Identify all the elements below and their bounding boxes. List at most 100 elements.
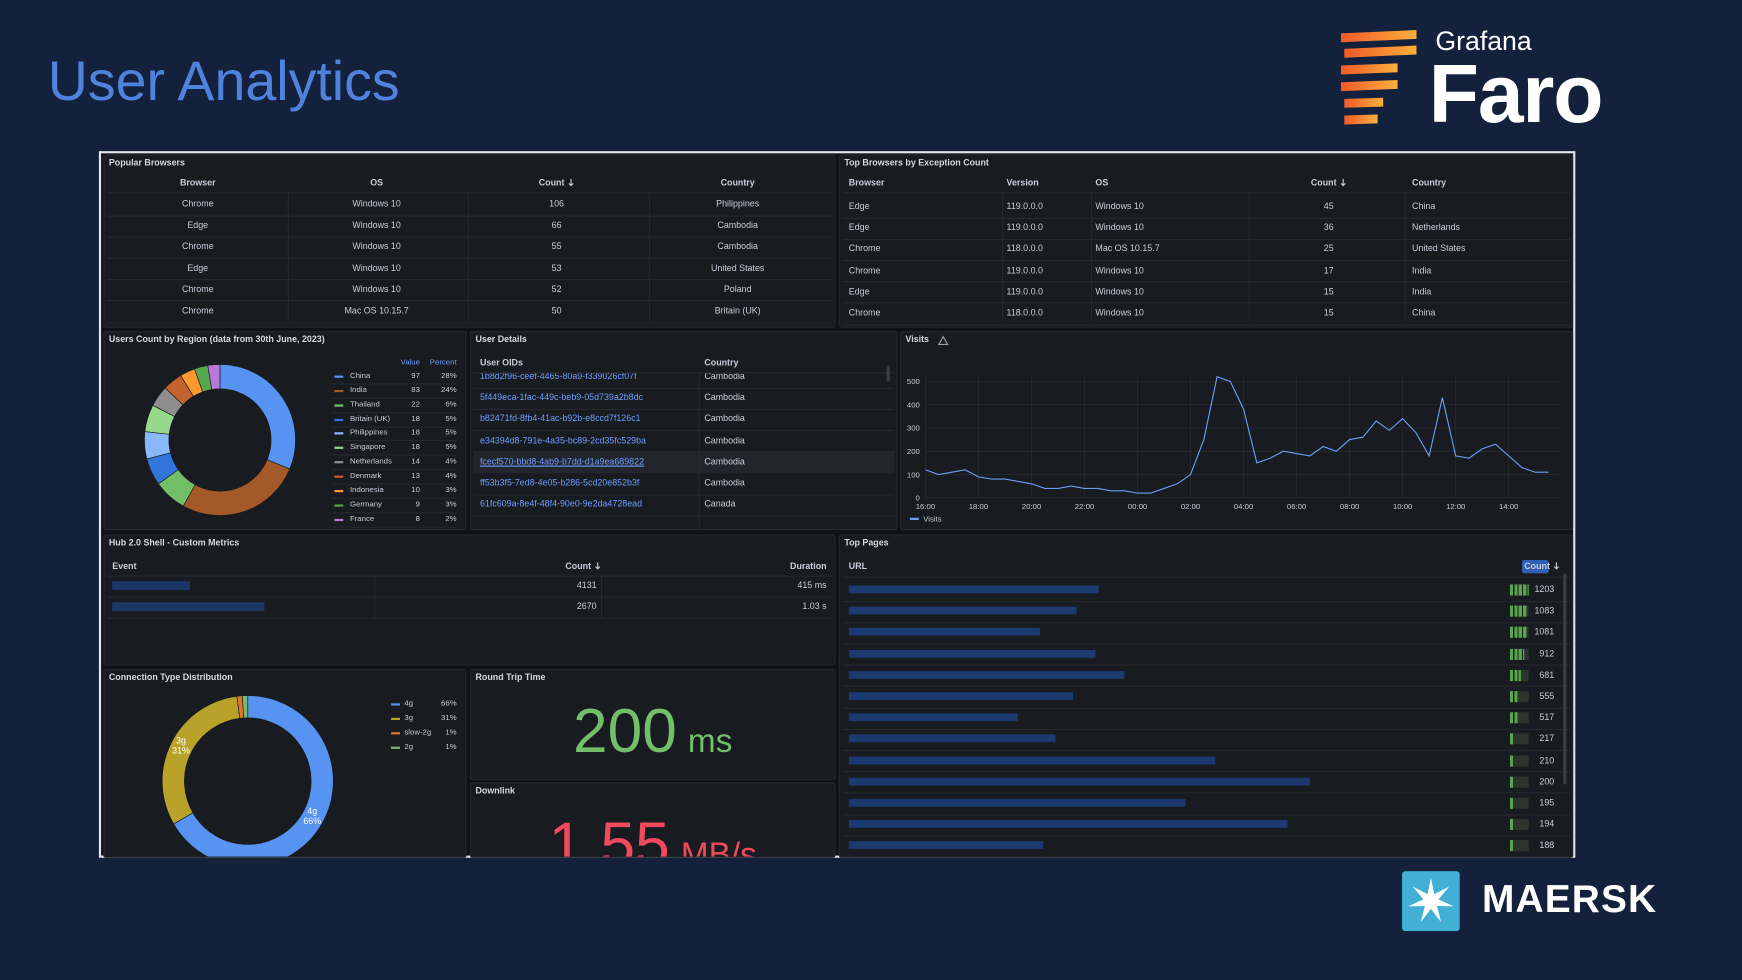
table-cell: 118.0.0.0	[1006, 243, 1043, 254]
row-divider	[332, 497, 457, 499]
gauge-fill	[1509, 627, 1527, 639]
table-cell: Edge	[187, 220, 209, 231]
table-cell: Poland	[723, 284, 752, 295]
row-divider	[473, 372, 895, 374]
row-divider	[332, 483, 457, 485]
redacted-url	[848, 585, 1099, 594]
legend-label: China	[349, 372, 371, 380]
scrollbar	[886, 365, 890, 382]
gauge-track	[1509, 840, 1529, 852]
x-tick-label: 04:00	[1234, 502, 1254, 511]
legend-label: Philippines	[349, 429, 388, 438]
table-cell: 195	[1539, 797, 1555, 808]
table-cell: 194	[1539, 819, 1555, 830]
user-id-link: 1b8d2f96-ceef-4465-80a9-f339026cf07f	[479, 372, 637, 382]
row-divider	[842, 707, 1570, 709]
panel: Top Browsers by Exception Count Browser V…	[838, 154, 1574, 328]
table-cell: 15	[1323, 286, 1334, 297]
panel-title: Visits	[905, 334, 929, 345]
row-divider	[842, 576, 1570, 578]
row-divider	[473, 472, 895, 474]
table-cell: United States	[1412, 243, 1466, 254]
row-divider	[106, 257, 833, 259]
column-header: Duration	[790, 561, 827, 572]
redacted-url	[848, 756, 1216, 764]
legend-percent: 4%	[445, 472, 457, 480]
maersk-logo-mark	[1402, 871, 1460, 932]
x-tick-label: 12:00	[1446, 502, 1466, 511]
row-divider	[842, 217, 1570, 219]
legend-label: 2g	[404, 742, 414, 751]
row-divider	[106, 300, 833, 302]
gauge-track	[1509, 776, 1529, 788]
row-divider	[106, 575, 833, 577]
y-tick-label: 100	[907, 470, 921, 479]
table-cell: Cambodia	[704, 392, 745, 403]
panel: Connection Type Distribution 4g 66% 3g 31% 4…	[103, 668, 467, 858]
panel: Visits 0 100 200 300 400 500 16:00 18:00 20:00 22…	[899, 331, 1574, 530]
sort-icon	[1340, 179, 1346, 187]
x-tick-label: 00:00	[1128, 502, 1148, 511]
redacted-url	[848, 649, 1096, 658]
column-divider	[1404, 193, 1406, 322]
donut-slice	[207, 364, 221, 390]
legend-swatch	[334, 461, 344, 464]
donut-slice	[161, 695, 241, 825]
row-divider	[332, 397, 457, 399]
panel-title: Downlink	[475, 785, 516, 796]
redacted-url	[848, 841, 1044, 850]
legend-value: 18	[411, 415, 420, 423]
legend-swatch	[334, 389, 344, 393]
table-cell: Cambodia	[704, 456, 745, 467]
gauge-fill	[1509, 819, 1513, 831]
row-divider	[842, 643, 1570, 645]
legend-swatch	[334, 375, 344, 378]
gauge-fill	[1509, 605, 1527, 617]
row-divider	[332, 426, 457, 428]
column-header: User OIDs	[479, 357, 523, 368]
row-divider	[332, 468, 457, 471]
legend-value: 9	[415, 500, 420, 509]
sort-arrow	[1553, 562, 1560, 571]
legend-percent: 4%	[445, 457, 457, 466]
legend-value: 10	[411, 486, 420, 495]
table-cell: 118.0.0.0	[1006, 307, 1043, 318]
table-cell: 188	[1539, 840, 1555, 851]
row-divider	[332, 454, 457, 456]
legend-percent: 6%	[445, 400, 457, 409]
panel-title: User Details	[475, 334, 527, 345]
redacted-url	[848, 734, 1056, 743]
y-tick-label: 300	[907, 424, 921, 433]
redacted-url	[848, 670, 1125, 679]
panel-title: Hub 2.0 Shell - Custom Metrics	[108, 537, 240, 548]
legend-percent: 1%	[445, 728, 457, 737]
table-cell: 2670	[576, 601, 597, 612]
y-tick-label: 200	[907, 447, 921, 456]
gauge-fill	[1509, 776, 1513, 788]
column-header: Version	[1006, 177, 1039, 188]
faro-logo-mark	[1340, 29, 1417, 125]
row-divider	[332, 383, 457, 385]
table-cell: Mac OS 10.15.7	[344, 305, 409, 316]
legend-value: 18	[411, 443, 420, 452]
gauge-track	[1509, 648, 1529, 660]
legend-swatch	[334, 432, 344, 435]
panel-title: Top Pages	[844, 537, 889, 548]
table-cell: Chrome	[181, 305, 214, 316]
sort-icon	[595, 562, 601, 571]
legend-label: Netherlands	[349, 457, 392, 466]
legend-percent: 5%	[445, 443, 457, 452]
user-id-link: fcecf570-bbd8-4ab9-b7dd-d1a9ea689822	[479, 456, 645, 467]
table-cell: 45	[1323, 201, 1334, 212]
legend-swatch	[334, 404, 344, 407]
row-divider	[842, 621, 1570, 623]
table-cell: Windows 10	[352, 198, 401, 209]
legend-label: Singapore	[349, 443, 386, 452]
legend-swatch	[334, 475, 344, 478]
panel: User Details 1b8d2f96-ceef-4465-80a9-f33…	[469, 331, 898, 530]
legend-swatch	[391, 717, 400, 720]
column-header: Country	[1412, 177, 1447, 188]
legend-value: 22	[411, 400, 420, 409]
